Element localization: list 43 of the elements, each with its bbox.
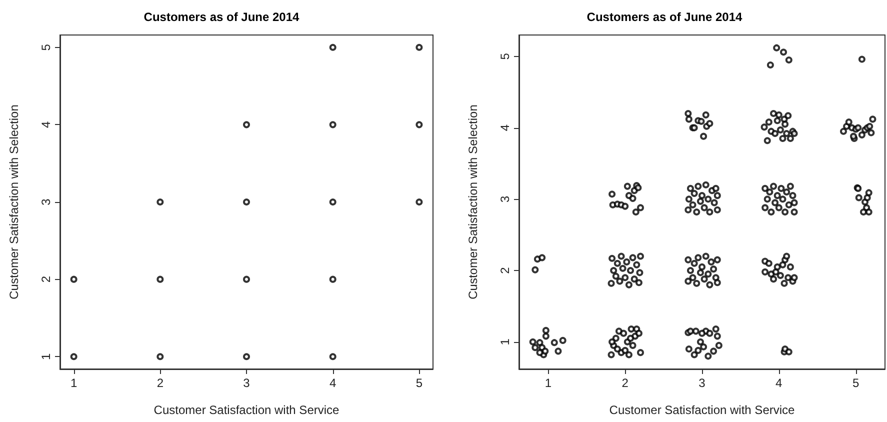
x-tick-label: 4 bbox=[776, 376, 783, 390]
point bbox=[329, 353, 336, 360]
y-tick-label: 4 bbox=[498, 124, 512, 132]
point bbox=[70, 276, 78, 283]
x-tick-label: 4 bbox=[330, 376, 336, 390]
y-tick-label: 1 bbox=[498, 338, 512, 346]
x-tick-label: 2 bbox=[622, 376, 629, 390]
y-tick-label: 5 bbox=[498, 52, 512, 60]
point bbox=[416, 44, 423, 51]
y-tick-label: 3 bbox=[39, 198, 53, 206]
x-tick-label: 3 bbox=[243, 376, 250, 390]
y-tick-label: 4 bbox=[39, 121, 53, 128]
chart-title: Customers as of June 2014 bbox=[144, 10, 300, 24]
x-axis-title: Customer Satisfaction with Service bbox=[609, 403, 796, 417]
y-axis-title: Customer Satisfaction with Selection bbox=[7, 104, 21, 300]
x-tick-label: 5 bbox=[416, 376, 423, 390]
chart-title: Customers as of June 2014 bbox=[586, 10, 743, 24]
point bbox=[156, 198, 164, 206]
y-tick-label: 2 bbox=[39, 276, 53, 283]
point bbox=[329, 121, 336, 128]
point bbox=[156, 276, 164, 283]
point bbox=[416, 198, 423, 206]
y-tick-label: 1 bbox=[39, 352, 53, 360]
point bbox=[243, 121, 250, 128]
point bbox=[243, 198, 250, 206]
x-tick-label: 2 bbox=[156, 376, 164, 390]
point bbox=[70, 353, 78, 360]
y-tick-label: 3 bbox=[498, 195, 512, 202]
y-tick-label: 2 bbox=[498, 266, 512, 274]
x-tick-label: 1 bbox=[70, 376, 78, 390]
x-axis-title: Customer Satisfaction with Service bbox=[154, 403, 340, 417]
point bbox=[329, 44, 336, 51]
point bbox=[243, 276, 250, 283]
point bbox=[156, 353, 164, 360]
x-tick-label: 5 bbox=[852, 376, 860, 390]
point bbox=[329, 276, 336, 283]
point bbox=[416, 121, 423, 128]
x-tick-label: 1 bbox=[544, 376, 552, 390]
point bbox=[329, 198, 336, 206]
y-axis-title: Customer Satisfaction with Selection bbox=[466, 104, 480, 300]
point bbox=[243, 353, 250, 360]
y-tick-label: 5 bbox=[39, 44, 53, 51]
x-tick-label: 3 bbox=[698, 376, 706, 390]
